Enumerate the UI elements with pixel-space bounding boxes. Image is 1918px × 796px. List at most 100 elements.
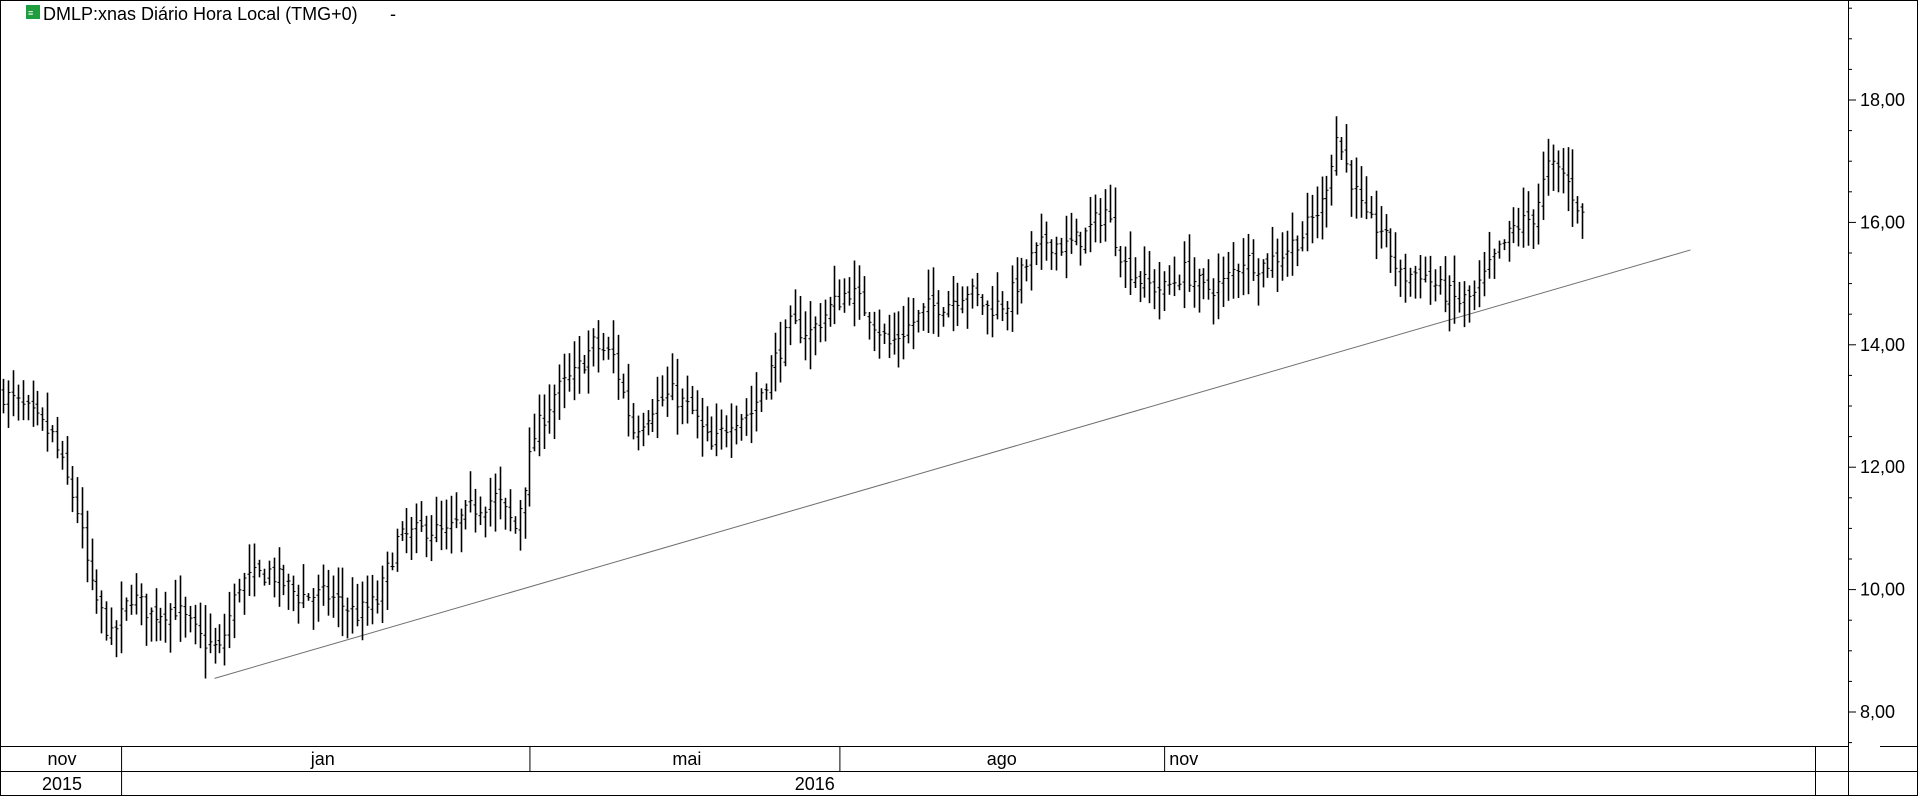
ohlc-bar bbox=[1010, 265, 1015, 332]
ohlc-bar bbox=[1502, 239, 1507, 251]
ohlc-bar bbox=[380, 565, 385, 623]
ohlc-bar bbox=[35, 390, 40, 426]
ohlc-bar bbox=[449, 495, 454, 554]
ohlc-bar bbox=[45, 392, 50, 452]
ohlc-bar bbox=[1000, 291, 1005, 322]
ohlc-bar bbox=[926, 269, 931, 334]
ohlc-bar bbox=[1551, 144, 1556, 191]
ohlc-bar bbox=[154, 588, 159, 642]
chart-title[interactable]: DMLP:xnas Diário Hora Local (TMG+0) bbox=[43, 4, 358, 24]
ohlc-bar bbox=[655, 376, 660, 439]
ohlc-bar bbox=[793, 289, 798, 325]
ohlc-bar bbox=[680, 388, 685, 425]
ohlc-bar bbox=[277, 547, 282, 607]
ohlc-bar bbox=[842, 278, 847, 313]
ohlc-bar bbox=[739, 414, 744, 441]
ohlc-bar bbox=[769, 355, 774, 400]
ohlc-bar bbox=[714, 403, 719, 457]
ohlc-bar bbox=[483, 506, 488, 538]
ohlc-bar bbox=[616, 334, 621, 400]
ohlc-bar bbox=[1462, 281, 1467, 328]
ohlc-bar bbox=[80, 487, 85, 549]
ohlc-bar bbox=[429, 515, 434, 562]
ohlc-bar bbox=[832, 265, 837, 325]
chart-header[interactable]: ≡ DMLP:xnas Diário Hora Local (TMG+0) - bbox=[26, 4, 396, 24]
ohlc-bar bbox=[198, 602, 203, 649]
ohlc-bar bbox=[1418, 255, 1423, 299]
ohlc-bar bbox=[1482, 251, 1487, 297]
ohlc-bar bbox=[896, 311, 901, 368]
ohlc-bar bbox=[65, 436, 70, 485]
ohlc-bar bbox=[828, 296, 833, 327]
ohlc-bar bbox=[941, 307, 946, 327]
ohlc-bar bbox=[547, 384, 552, 434]
ohlc-bar bbox=[321, 564, 326, 606]
title-dropdown[interactable]: - bbox=[390, 4, 396, 24]
chart-settings-icon[interactable] bbox=[26, 5, 40, 19]
ohlc-bar bbox=[1005, 301, 1010, 331]
ohlc-bar bbox=[700, 397, 705, 457]
ohlc-bar bbox=[331, 575, 336, 618]
ohlc-bar bbox=[350, 577, 355, 634]
ohlc-bar bbox=[1369, 195, 1374, 219]
ohlc-bar bbox=[129, 584, 134, 615]
ohlc-bar bbox=[552, 384, 557, 440]
ohlc-bar bbox=[1, 378, 6, 414]
ohlc-bar bbox=[247, 544, 252, 597]
trendline-layer bbox=[214, 249, 1691, 679]
ohlc-bar bbox=[808, 301, 813, 370]
ohlc-bar bbox=[921, 303, 926, 331]
ohlc-bar bbox=[577, 336, 582, 394]
ohlc-bar bbox=[631, 403, 636, 440]
ohlc-bar bbox=[1310, 194, 1315, 244]
ohlc-bar bbox=[1270, 226, 1275, 278]
ohlc-bar bbox=[611, 320, 616, 374]
ohlc-bar bbox=[1221, 256, 1226, 307]
ohlc-bar bbox=[970, 278, 975, 309]
ohlc-bar bbox=[562, 353, 567, 409]
ohlc-bar bbox=[764, 383, 769, 400]
ohlc-bar bbox=[296, 584, 301, 624]
ohlc-bar bbox=[626, 363, 631, 437]
ohlc-bar bbox=[232, 583, 237, 639]
price-bars bbox=[1, 116, 1585, 679]
ohlc-bar bbox=[1034, 242, 1039, 266]
ohlc-bar bbox=[242, 572, 247, 615]
ohlc-bar bbox=[252, 543, 257, 597]
ohlc-bar bbox=[1098, 198, 1103, 244]
ohlc-bar bbox=[326, 569, 331, 616]
ohlc-bar bbox=[951, 275, 956, 332]
y-tick-label: 10,00 bbox=[1860, 580, 1905, 600]
ohlc-bar bbox=[473, 488, 478, 533]
ohlc-bar bbox=[773, 332, 778, 392]
ohlc-bar bbox=[1211, 278, 1216, 325]
x-axis: nov jan mai ago nov 2015 2016 bbox=[42, 746, 1816, 795]
ohlc-bar bbox=[345, 597, 350, 639]
ohlc-bar bbox=[183, 596, 188, 638]
ohlc-bar bbox=[286, 573, 291, 610]
ohlc-bar bbox=[1187, 234, 1192, 292]
ohlc-bar bbox=[877, 309, 882, 359]
ohlc-bar bbox=[636, 415, 641, 451]
ohlc-bar bbox=[532, 413, 537, 452]
ohlc-bar bbox=[149, 607, 154, 642]
ohlc-bar bbox=[813, 316, 818, 356]
trendline[interactable] bbox=[214, 249, 1691, 679]
ohlc-bar bbox=[134, 573, 139, 615]
ohlc-bar bbox=[527, 427, 532, 507]
ohlc-bar bbox=[1492, 248, 1497, 279]
ohlc-bar bbox=[444, 499, 449, 550]
ohlc-bar bbox=[404, 508, 409, 554]
ohlc-bar bbox=[1507, 220, 1512, 262]
ohlc-bar bbox=[1133, 257, 1138, 289]
y-tick-label: 14,00 bbox=[1860, 335, 1905, 355]
ohlc-bar bbox=[94, 569, 99, 614]
ohlc-bar bbox=[1024, 259, 1029, 282]
ohlc-bar bbox=[901, 305, 906, 360]
ohlc-bar bbox=[847, 277, 852, 306]
ohlc-bar bbox=[1354, 157, 1359, 219]
ohlc-bar bbox=[1393, 232, 1398, 287]
